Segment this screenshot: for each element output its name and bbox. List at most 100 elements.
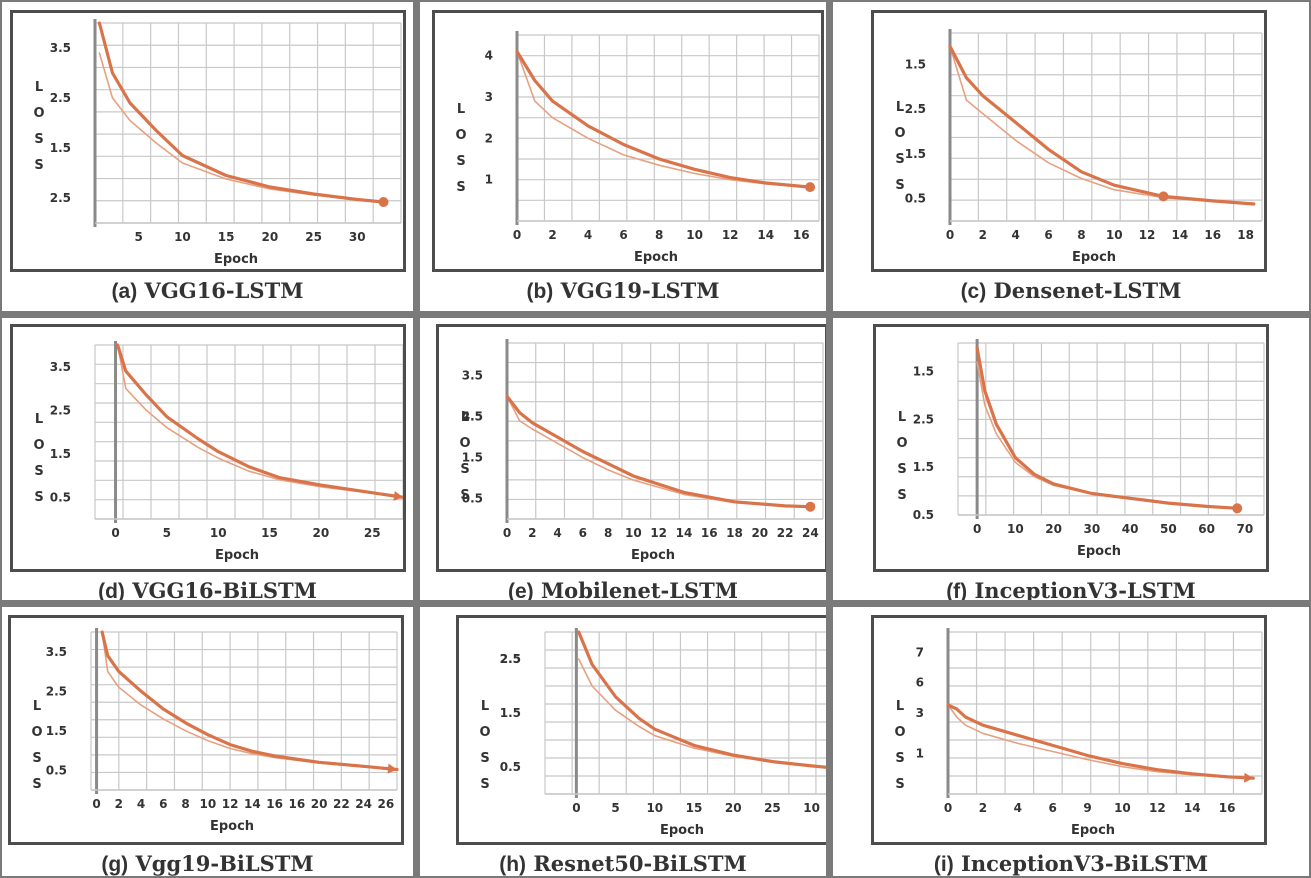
y-axis-label-letter: L bbox=[896, 100, 904, 115]
x-tick-label: 10 bbox=[174, 230, 191, 244]
x-tick-label: 16 bbox=[1219, 801, 1236, 815]
x-tick-label: 25 bbox=[764, 801, 781, 815]
x-tick-label: 24 bbox=[355, 797, 372, 811]
caption-tag: (c) bbox=[960, 280, 987, 303]
y-axis-label-letter: O bbox=[894, 126, 905, 141]
y-axis-label-letter: O bbox=[33, 106, 44, 121]
y-axis-label-letter: S bbox=[32, 777, 41, 792]
y-tick-label: 2.5 bbox=[905, 102, 926, 116]
x-tick-label: 14 bbox=[1172, 228, 1189, 242]
x-axis-label: Epoch bbox=[210, 819, 254, 834]
y-axis-label-letter: S bbox=[895, 178, 904, 193]
chart-panel: 0 10 20 30 40 50 60 70 1.5 2.5 1.5 0.5 Epoch L O S S (f) … bbox=[833, 318, 1309, 600]
validation-loss-line bbox=[947, 704, 1255, 779]
chart-frame: 0 2 4 6 8 10 12 14 16 18 1.5 2.5 1.5 0.5 Epoch L O S S bbox=[871, 10, 1267, 272]
y-axis-label-letter: S bbox=[895, 777, 904, 792]
caption-tag: (d) bbox=[98, 580, 125, 600]
chart-caption: (g) Vgg19-BiLSTM bbox=[2, 851, 413, 876]
x-tick-label: 20 bbox=[313, 526, 330, 540]
y-tick-label: 0.5 bbox=[462, 492, 483, 506]
x-tick-label: 22 bbox=[777, 526, 794, 540]
chart-frame: 0 5 10 15 20 25 10 2.5 2.5 1.5 0.5 Epoch L O S S bbox=[456, 615, 826, 845]
x-tick-label: 24 bbox=[802, 526, 819, 540]
x-tick-label: 22 bbox=[333, 797, 350, 811]
y-tick-label: 1.5 bbox=[500, 706, 521, 720]
chart-frame: 0 10 20 30 40 50 60 70 1.5 2.5 1.5 0.5 Epoch L O S S bbox=[873, 324, 1269, 572]
end-point-marker bbox=[1232, 503, 1243, 514]
y-tick-label: 2.5 bbox=[50, 403, 71, 417]
x-tick-label: 30 bbox=[1084, 522, 1101, 536]
x-tick-label: 25 bbox=[364, 526, 381, 540]
x-tick-label: 40 bbox=[1122, 522, 1139, 536]
validation-loss-line bbox=[516, 50, 811, 188]
training-loss-line bbox=[975, 346, 1239, 510]
x-tick-label: 0 bbox=[513, 228, 521, 242]
training-loss-line bbox=[577, 630, 826, 769]
x-tick-label: 8 bbox=[1077, 228, 1085, 242]
x-tick-label: 60 bbox=[1198, 522, 1215, 536]
training-loss-line bbox=[948, 44, 1256, 206]
y-axis-label-letter: O bbox=[33, 438, 44, 453]
chart-caption: (h) Resnet50-BiLSTM bbox=[420, 851, 826, 876]
chart-panel: 0 2 4 6 8 10 12 14 16 18 1.5 2.5 1.5 0.5 Epoch L O S S (c) … bbox=[833, 2, 1309, 311]
validation-loss-line bbox=[116, 344, 403, 499]
end-point-marker bbox=[378, 197, 389, 207]
x-tick-label: 12 bbox=[650, 526, 667, 540]
x-tick-label: 10 bbox=[625, 526, 642, 540]
x-tick-label: 15 bbox=[261, 526, 278, 540]
x-tick-label: 12 bbox=[722, 228, 739, 242]
x-tick-label: 4 bbox=[1014, 801, 1022, 815]
x-tick-label: 0 bbox=[92, 797, 100, 811]
chart-frame: 5 10 15 20 25 30 3.5 2.5 1.5 2.5 Epoch L O S S bbox=[10, 10, 406, 272]
y-tick-label: 2.5 bbox=[50, 91, 71, 105]
x-tick-label: 50 bbox=[1160, 522, 1177, 536]
caption-tag: (f) bbox=[946, 580, 968, 600]
y-tick-label: 2.5 bbox=[46, 684, 67, 698]
x-tick-label: 15 bbox=[686, 801, 703, 815]
chart-caption: (a) VGG16-LSTM bbox=[2, 278, 413, 304]
caption-title: Densenet-LSTM bbox=[993, 278, 1182, 303]
y-tick-label: 0.5 bbox=[500, 760, 521, 774]
x-tick-label: 5 bbox=[611, 801, 619, 815]
chart-frame: 0 5 10 15 20 25 3.5 2.5 1.5 0.5 Epoch L O S S bbox=[10, 324, 406, 572]
y-tick-label: 1.5 bbox=[905, 57, 926, 71]
caption-title: InceptionV3-BiLSTM bbox=[961, 851, 1209, 876]
x-tick-label: 6 bbox=[619, 228, 627, 242]
chart-panel: 0 2 4 6 8 10 12 14 16 16 20 22 24 26 3.5 2.5 1.5 0.5 Epoch… bbox=[2, 607, 413, 876]
caption-tag: (i) bbox=[933, 853, 954, 876]
grid-lines bbox=[949, 32, 1263, 222]
x-tick-label: 16 bbox=[793, 228, 810, 242]
x-tick-label: 4 bbox=[584, 228, 592, 242]
x-tick-label: 14 bbox=[676, 526, 693, 540]
y-axis-label-letter: O bbox=[896, 436, 907, 451]
x-tick-label: 0 bbox=[572, 801, 580, 815]
y-tick-label: 1 bbox=[485, 173, 493, 187]
end-arrow-marker bbox=[387, 763, 397, 774]
x-tick-label: 12 bbox=[1139, 228, 1156, 242]
chart-frame: 0 2 4 6 8 10 12 14 16 4 3 2 1 Epoch L O S S bbox=[432, 10, 824, 272]
y-tick-label: 2.5 bbox=[500, 652, 521, 666]
caption-tag: (h) bbox=[499, 853, 527, 876]
x-tick-label: 4 bbox=[137, 797, 145, 811]
x-tick-label: 18 bbox=[1237, 228, 1254, 242]
y-tick-label: 2.5 bbox=[500, 652, 521, 666]
y-axis-label-letter: O bbox=[459, 436, 470, 451]
y-tick-label: 1.5 bbox=[462, 451, 483, 465]
caption-tag: (a) bbox=[111, 280, 138, 303]
grid-lines bbox=[506, 342, 824, 520]
y-tick-label: 1.5 bbox=[50, 447, 71, 461]
y-axis-label-letter: S bbox=[460, 488, 469, 503]
y-tick-label: 4 bbox=[485, 49, 493, 63]
x-tick-label: 10 bbox=[686, 228, 703, 242]
x-tick-label: 20 bbox=[725, 801, 742, 815]
training-loss-line bbox=[946, 703, 1255, 780]
y-axis-label-letter: L bbox=[35, 412, 43, 427]
chart-panel: 0 5 10 15 20 25 10 2.5 2.5 1.5 0.5 Epoch L O S S (h) Res… bbox=[420, 607, 826, 876]
x-tick-label: 6 bbox=[1048, 801, 1056, 815]
y-axis-label-letter: S bbox=[34, 158, 43, 173]
y-tick-label: 2.5 bbox=[50, 191, 71, 205]
y-tick-label: 3 bbox=[916, 706, 924, 720]
training-loss-line bbox=[515, 49, 812, 189]
